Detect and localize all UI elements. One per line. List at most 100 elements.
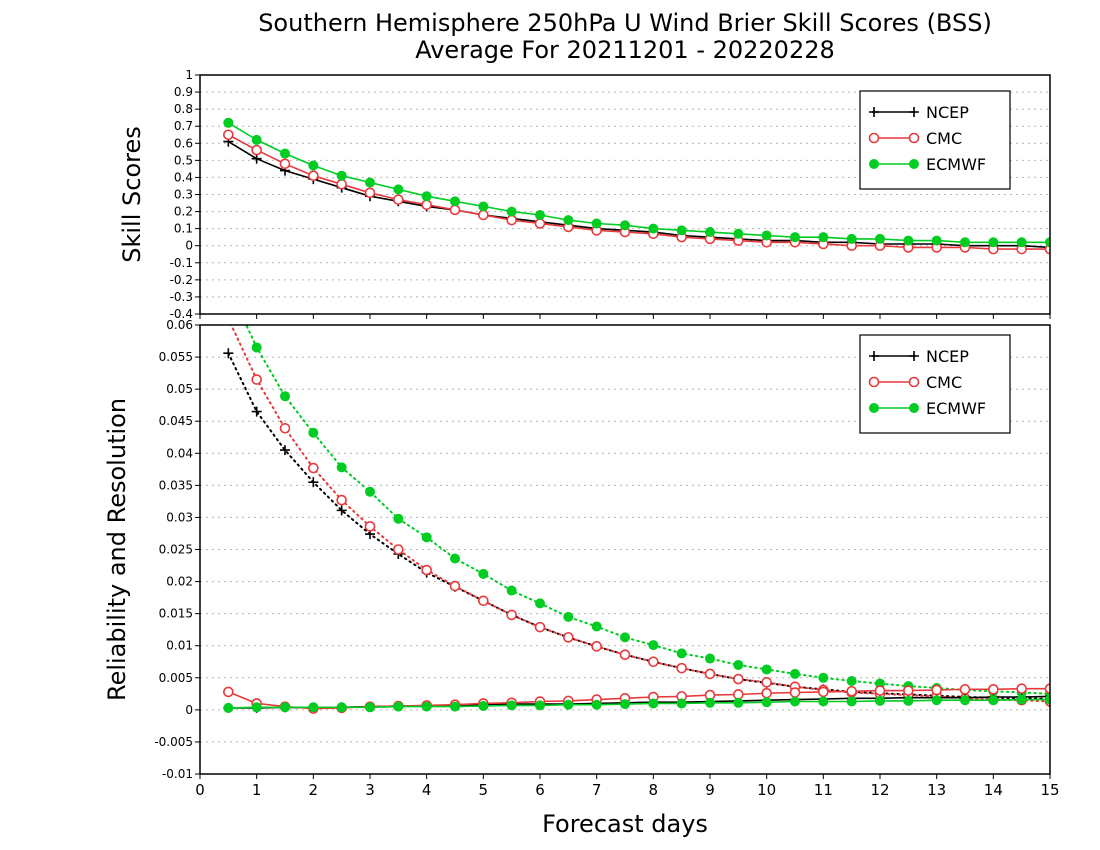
data-point xyxy=(336,462,347,473)
data-point xyxy=(393,513,404,524)
data-point xyxy=(336,505,347,516)
data-point xyxy=(421,532,432,543)
legend-marker xyxy=(868,132,880,144)
data-point xyxy=(733,689,744,700)
y-tick-label: 0.8 xyxy=(174,102,193,116)
x-tick-label: 13 xyxy=(927,781,946,799)
y-tick-label: 0.4 xyxy=(174,170,193,184)
y-tick-label: 0.025 xyxy=(159,543,193,557)
data-point xyxy=(591,218,602,229)
x-tick-label: 11 xyxy=(814,781,833,799)
legend-marker xyxy=(869,403,879,413)
data-point xyxy=(308,462,319,474)
legend-marker xyxy=(909,159,919,169)
data-point xyxy=(506,700,517,711)
data-point xyxy=(308,170,319,182)
data-point xyxy=(931,684,942,696)
data-point xyxy=(846,685,857,697)
plot-area xyxy=(223,117,1050,255)
legend: NCEP CMC ECMWF xyxy=(859,334,1011,434)
y-tick-label: -0.4 xyxy=(170,307,193,321)
y-tick-label: 0.6 xyxy=(174,136,193,150)
data-point xyxy=(619,649,631,660)
y-tick-label: 0.005 xyxy=(159,671,193,685)
data-point xyxy=(223,686,234,698)
legend-marker xyxy=(869,107,879,117)
series-cmc-dotted xyxy=(230,325,1050,707)
data-point xyxy=(591,621,602,632)
data-point xyxy=(705,653,715,664)
data-point xyxy=(790,696,800,707)
data-point xyxy=(223,129,234,141)
data-point xyxy=(535,700,545,711)
y-tick-label: 0.7 xyxy=(174,119,193,133)
y-tick-label: 0.3 xyxy=(174,188,193,202)
data-point xyxy=(365,702,375,713)
series-ecmwf-dotted xyxy=(223,282,1050,699)
data-point xyxy=(393,701,404,712)
data-point xyxy=(988,237,999,248)
legend-marker xyxy=(908,132,920,144)
series-line xyxy=(227,687,1050,710)
data-point xyxy=(308,160,319,171)
data-point xyxy=(648,656,659,668)
data-point xyxy=(846,696,857,707)
data-point xyxy=(733,228,744,239)
legend: NCEP CMC ECMWF xyxy=(859,90,1011,190)
data-point xyxy=(478,568,489,579)
data-point xyxy=(875,695,885,706)
data-point xyxy=(223,282,233,292)
data-point xyxy=(364,187,376,199)
x-axis-label: Forecast days xyxy=(542,810,708,838)
x-tick-label: 15 xyxy=(1040,781,1059,799)
y-tick-label: 0.03 xyxy=(166,510,193,524)
data-point xyxy=(648,698,659,709)
data-point xyxy=(478,209,489,221)
data-point xyxy=(563,699,574,710)
legend-marker xyxy=(908,376,920,388)
data-point xyxy=(365,486,375,497)
legend-marker xyxy=(869,159,879,169)
y-tick-label: 0.2 xyxy=(174,205,193,219)
data-point xyxy=(251,134,262,145)
data-point xyxy=(534,218,546,229)
legend-marker xyxy=(909,351,919,361)
y-tick-label: 0.06 xyxy=(166,318,193,332)
data-point xyxy=(393,544,404,555)
data-point xyxy=(280,391,290,402)
data-point xyxy=(478,701,489,712)
legend-marker xyxy=(909,403,919,413)
data-point xyxy=(988,684,999,695)
data-point xyxy=(365,177,375,188)
data-point xyxy=(676,662,687,674)
data-point xyxy=(336,170,347,181)
x-tick-label: 1 xyxy=(252,781,262,799)
y-tick-label: -0.1 xyxy=(170,256,193,270)
data-point xyxy=(421,199,432,211)
data-point xyxy=(506,585,517,596)
y-tick-label: 1 xyxy=(185,68,193,82)
legend-label: ECMWF xyxy=(926,155,986,174)
y-tick-label: 0.035 xyxy=(159,478,193,492)
series-ecmwf-solid xyxy=(223,694,1050,713)
y-axis-label: Skill Scores xyxy=(118,126,146,263)
data-point xyxy=(251,406,262,417)
y-tick-label: 0.1 xyxy=(174,222,193,236)
y-tick-label: 0.04 xyxy=(166,446,193,460)
data-point xyxy=(790,668,800,679)
data-point xyxy=(1045,694,1050,705)
x-tick-label: 12 xyxy=(870,781,889,799)
y-tick-label: 0.01 xyxy=(166,639,193,653)
data-point xyxy=(563,611,574,622)
data-point xyxy=(364,521,376,532)
data-point xyxy=(450,196,460,207)
data-point xyxy=(931,235,942,246)
legend-marker xyxy=(909,107,919,117)
data-point xyxy=(421,701,432,712)
data-point xyxy=(506,206,517,217)
data-point xyxy=(1044,683,1050,694)
legend-entry-cmc: CMC xyxy=(868,373,962,392)
x-tick-label: 5 xyxy=(479,781,489,799)
plot-area xyxy=(223,282,1050,714)
data-point xyxy=(648,640,659,651)
